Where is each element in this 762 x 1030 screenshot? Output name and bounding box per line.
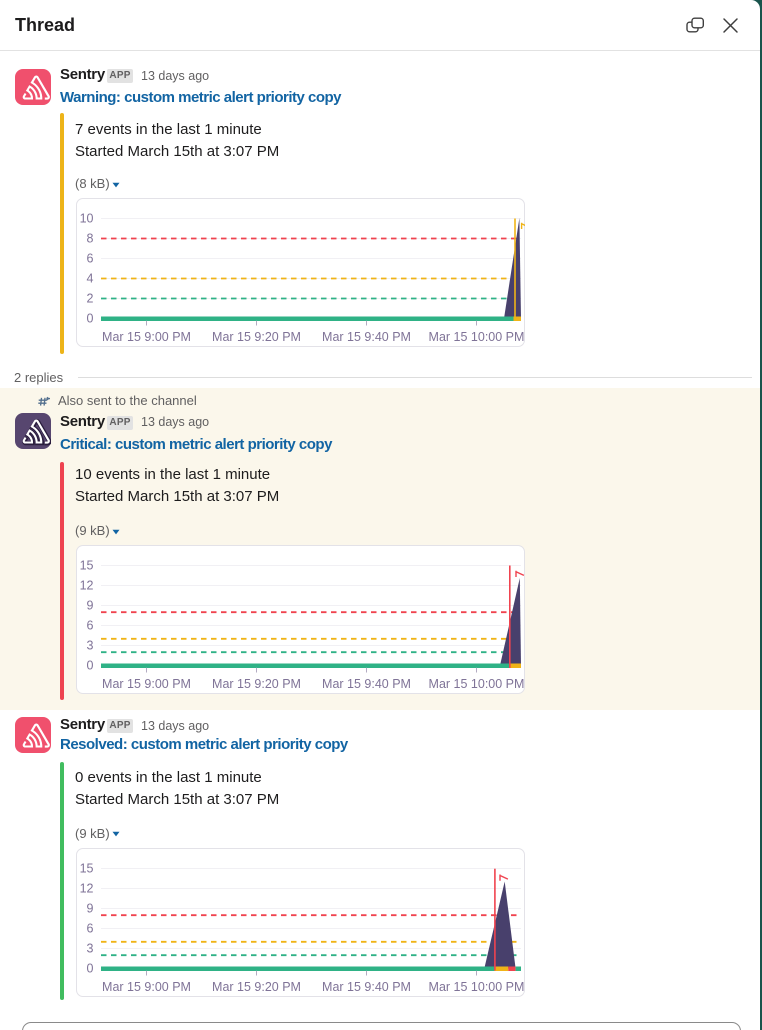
svg-text:3: 3 [86,639,93,653]
svg-text:8: 8 [86,231,93,245]
svg-text:Mar 15 9:00 PM: Mar 15 9:00 PM [102,677,191,691]
svg-text:12: 12 [79,579,93,593]
svg-text:6: 6 [86,619,93,633]
svg-text:Mar 15 10:00 PM: Mar 15 10:00 PM [428,980,524,994]
svg-text:6: 6 [86,921,93,935]
svg-text:Mar 15 9:20 PM: Mar 15 9:20 PM [212,330,301,344]
svg-text:12: 12 [79,881,93,895]
svg-text:15: 15 [79,861,93,875]
svg-text:Mar 15 9:40 PM: Mar 15 9:40 PM [322,330,411,344]
svg-text:15: 15 [79,559,93,573]
svg-text:Mar 15 9:40 PM: Mar 15 9:40 PM [322,677,411,691]
svg-text:10: 10 [79,211,93,225]
svg-text:Mar 15 9:20 PM: Mar 15 9:20 PM [212,677,301,691]
svg-text:0: 0 [86,311,93,325]
svg-text:9: 9 [86,599,93,613]
svg-text:4: 4 [86,271,93,285]
svg-text:0: 0 [86,659,93,673]
svg-text:0: 0 [86,961,93,975]
svg-text:Mar 15 10:00 PM: Mar 15 10:00 PM [428,677,524,691]
svg-text:9: 9 [86,901,93,915]
svg-text:Mar 15 10:00 PM: Mar 15 10:00 PM [428,330,524,344]
svg-text:Mar 15 9:00 PM: Mar 15 9:00 PM [102,980,191,994]
svg-text:Mar 15 9:00 PM: Mar 15 9:00 PM [102,330,191,344]
svg-text:Mar 15 9:20 PM: Mar 15 9:20 PM [212,980,301,994]
svg-text:3: 3 [86,941,93,955]
svg-text:Mar 15 9:40 PM: Mar 15 9:40 PM [322,980,411,994]
svg-text:2: 2 [86,291,93,305]
svg-text:6: 6 [86,251,93,265]
